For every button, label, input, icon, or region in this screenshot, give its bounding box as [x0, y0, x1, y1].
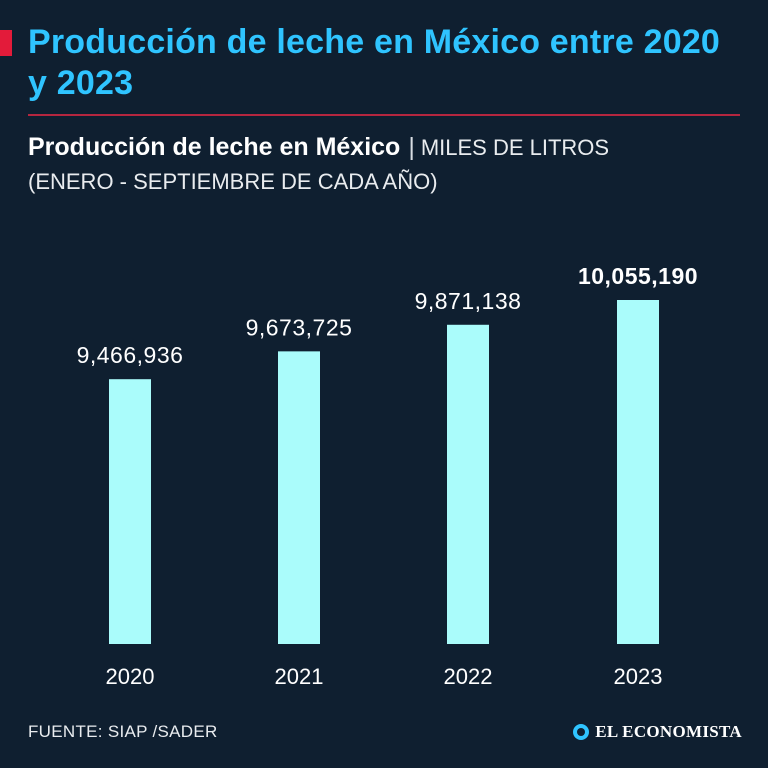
accent-bar	[0, 30, 12, 56]
el-economista-logo-icon	[573, 724, 590, 740]
header-divider	[28, 114, 740, 116]
category-label-2020: 2020	[106, 664, 155, 689]
chart-title-row: Producción de leche en México | MILES DE L…	[28, 132, 748, 163]
value-label-2021: 9,673,725	[246, 314, 353, 340]
chart-title: Producción de leche en México	[28, 133, 401, 161]
category-label-2022: 2022	[444, 664, 493, 689]
brand-name: EL ECONOMISTA	[595, 722, 742, 741]
title-separator: |	[408, 133, 415, 161]
category-label-2023: 2023	[614, 664, 663, 689]
value-label-2023: 10,055,190	[578, 263, 698, 289]
bar-2021	[278, 351, 320, 644]
chart-subtitle: (ENERO - SEPTIEMBRE DE CADA AÑO)	[28, 169, 438, 194]
source-note: FUENTE: SIAP /SADER	[28, 722, 218, 741]
category-label-2021: 2021	[275, 664, 324, 689]
brand-logo: EL ECONOMISTA	[573, 722, 742, 742]
bar-2020	[109, 379, 151, 644]
value-label-2020: 9,466,936	[77, 342, 184, 368]
chart-unit: MILES DE LITROS	[420, 135, 610, 160]
bar-2022	[447, 324, 489, 644]
value-label-2022: 9,871,138	[415, 288, 522, 314]
bar-2023	[617, 300, 659, 644]
headline: Producción de leche en México entre 2020…	[28, 23, 721, 102]
